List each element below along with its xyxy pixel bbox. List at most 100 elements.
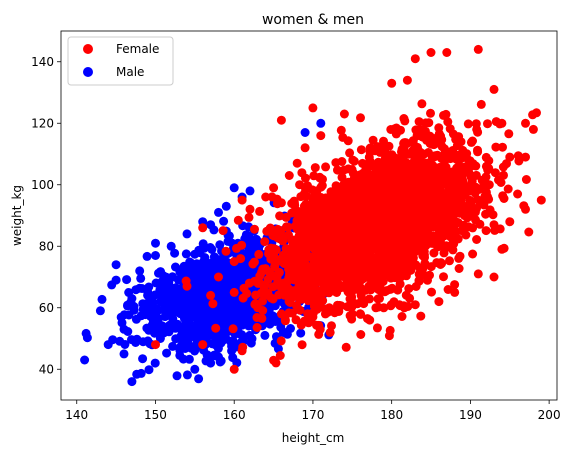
data-point bbox=[473, 44, 483, 54]
data-point bbox=[301, 238, 311, 248]
data-point bbox=[410, 54, 420, 64]
data-point bbox=[452, 141, 462, 151]
data-point bbox=[311, 288, 321, 298]
data-point bbox=[231, 272, 241, 282]
data-point bbox=[473, 269, 483, 279]
data-point bbox=[381, 232, 391, 241]
data-point bbox=[321, 162, 331, 172]
data-point bbox=[346, 181, 356, 191]
data-point bbox=[320, 220, 330, 230]
data-point bbox=[243, 248, 253, 258]
data-point bbox=[192, 304, 202, 314]
data-point bbox=[143, 337, 153, 347]
data-point bbox=[307, 277, 317, 287]
data-point bbox=[375, 242, 385, 252]
data-point bbox=[415, 147, 425, 157]
data-point bbox=[411, 282, 421, 291]
data-point bbox=[318, 245, 328, 255]
data-point bbox=[81, 328, 91, 338]
data-point bbox=[414, 117, 424, 127]
data-point bbox=[294, 221, 304, 230]
data-point bbox=[330, 308, 340, 318]
data-point bbox=[445, 256, 454, 266]
data-point bbox=[111, 275, 121, 285]
chart-title: women & men bbox=[262, 12, 364, 28]
data-point bbox=[432, 258, 442, 268]
data-point bbox=[463, 119, 473, 129]
data-point bbox=[190, 327, 200, 337]
data-point bbox=[452, 198, 462, 208]
data-point bbox=[528, 124, 538, 134]
data-point bbox=[497, 118, 507, 128]
data-point bbox=[314, 329, 324, 339]
data-point bbox=[498, 162, 508, 172]
data-point bbox=[454, 253, 464, 263]
data-point bbox=[356, 290, 366, 300]
data-point bbox=[280, 316, 290, 326]
data-point bbox=[399, 234, 409, 244]
data-point bbox=[219, 216, 229, 226]
data-point bbox=[397, 312, 407, 321]
data-point bbox=[214, 352, 223, 362]
data-point bbox=[337, 172, 347, 182]
data-point bbox=[229, 183, 239, 193]
x-axis-label: height_cm bbox=[282, 431, 345, 445]
data-point bbox=[410, 155, 419, 165]
data-point bbox=[434, 297, 444, 307]
data-point bbox=[344, 245, 354, 255]
data-point bbox=[392, 157, 402, 167]
data-point bbox=[198, 223, 208, 233]
data-point bbox=[174, 334, 184, 343]
data-point bbox=[177, 325, 187, 335]
data-point bbox=[296, 328, 306, 338]
data-point bbox=[338, 132, 348, 142]
x-tick-label: 140 bbox=[65, 408, 88, 422]
data-point bbox=[97, 294, 107, 304]
data-point bbox=[439, 248, 449, 258]
data-point bbox=[136, 368, 146, 378]
data-point bbox=[472, 235, 482, 244]
data-point bbox=[151, 238, 160, 248]
data-point bbox=[218, 226, 228, 236]
data-point bbox=[198, 340, 208, 350]
data-point bbox=[308, 220, 318, 229]
data-point bbox=[119, 324, 129, 334]
data-point bbox=[450, 182, 460, 192]
data-point bbox=[364, 242, 374, 252]
data-point bbox=[407, 225, 417, 235]
data-point bbox=[352, 216, 362, 226]
data-point bbox=[431, 191, 441, 201]
data-point bbox=[278, 233, 288, 243]
data-point bbox=[271, 358, 281, 368]
data-point bbox=[398, 223, 408, 233]
data-point bbox=[246, 338, 256, 348]
data-point bbox=[402, 75, 412, 85]
data-point bbox=[334, 188, 344, 198]
data-point bbox=[460, 184, 469, 194]
data-point bbox=[244, 212, 254, 222]
data-point bbox=[331, 244, 341, 254]
legend-marker-female bbox=[83, 44, 93, 54]
data-point bbox=[214, 255, 224, 265]
data-point bbox=[443, 149, 453, 159]
data-point bbox=[261, 192, 271, 202]
data-point bbox=[349, 271, 358, 281]
data-point bbox=[448, 240, 458, 249]
data-point bbox=[131, 314, 141, 324]
data-point bbox=[421, 118, 431, 128]
y-tick-label: 120 bbox=[31, 116, 54, 130]
data-point bbox=[182, 281, 192, 291]
data-point bbox=[521, 204, 530, 214]
data-point bbox=[276, 336, 286, 346]
data-point bbox=[308, 103, 318, 113]
data-point bbox=[423, 275, 432, 285]
y-axis-label: weight_kg bbox=[10, 185, 24, 246]
data-point bbox=[286, 293, 296, 303]
data-point bbox=[190, 364, 200, 374]
data-point bbox=[468, 136, 477, 146]
data-point bbox=[221, 333, 231, 343]
x-tick-label: 160 bbox=[223, 408, 246, 422]
data-point bbox=[264, 249, 274, 259]
data-point bbox=[354, 254, 364, 264]
